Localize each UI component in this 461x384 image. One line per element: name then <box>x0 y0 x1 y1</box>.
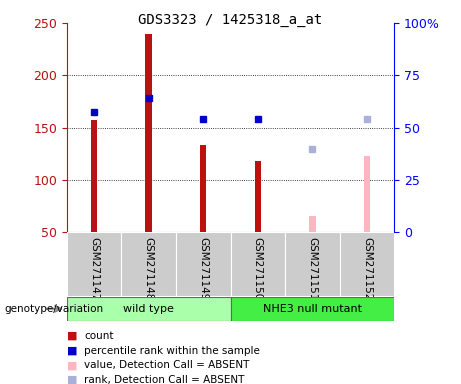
Bar <box>121 232 176 296</box>
Text: NHE3 null mutant: NHE3 null mutant <box>263 304 362 314</box>
Text: percentile rank within the sample: percentile rank within the sample <box>84 346 260 356</box>
Text: GDS3323 / 1425318_a_at: GDS3323 / 1425318_a_at <box>138 13 323 27</box>
Text: GSM271152: GSM271152 <box>362 237 372 301</box>
Bar <box>145 33 152 232</box>
Text: ■: ■ <box>67 375 77 384</box>
Text: wild type: wild type <box>123 304 174 314</box>
Bar <box>364 156 370 232</box>
Text: rank, Detection Call = ABSENT: rank, Detection Call = ABSENT <box>84 375 245 384</box>
Text: GSM271151: GSM271151 <box>307 237 317 301</box>
Text: GSM271148: GSM271148 <box>144 237 154 301</box>
Bar <box>285 232 340 296</box>
Text: genotype/variation: genotype/variation <box>5 304 104 314</box>
Text: ■: ■ <box>67 346 77 356</box>
Text: ■: ■ <box>67 331 77 341</box>
Bar <box>67 232 121 296</box>
Text: ■: ■ <box>67 360 77 370</box>
Bar <box>309 215 316 232</box>
Bar <box>200 146 207 232</box>
Text: GSM271149: GSM271149 <box>198 237 208 301</box>
Bar <box>230 297 394 321</box>
Bar <box>340 232 394 296</box>
Bar <box>91 120 97 232</box>
Text: GSM271147: GSM271147 <box>89 237 99 301</box>
Bar <box>176 232 230 296</box>
Bar <box>230 232 285 296</box>
Text: value, Detection Call = ABSENT: value, Detection Call = ABSENT <box>84 360 250 370</box>
Bar <box>67 297 230 321</box>
Text: count: count <box>84 331 114 341</box>
Bar <box>254 161 261 232</box>
Text: GSM271150: GSM271150 <box>253 237 263 301</box>
